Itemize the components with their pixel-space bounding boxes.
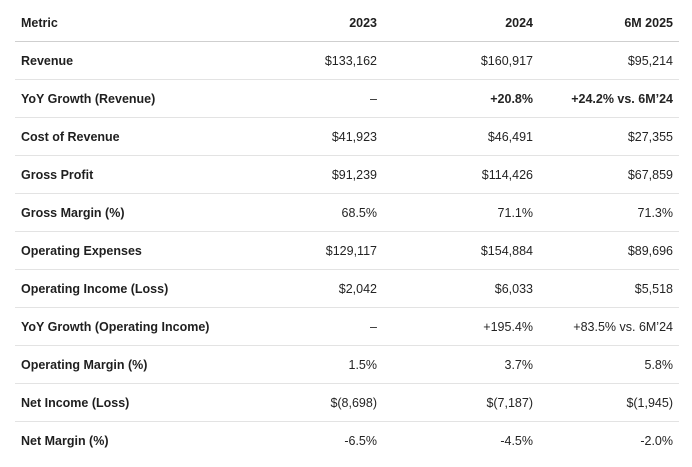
row-value-2023: – [233,79,383,118]
row-value-2024: -4.5% [500,433,533,448]
row-value-6m-2025: -2.0% [640,433,673,448]
header-2024: 2024 [383,5,539,42]
row-metric-label: Cost of Revenue [15,117,233,156]
row-value-2024: $6,033 [383,269,539,308]
row-value-2023: $129,117 [233,231,383,270]
row-metric-label: Operating Income (Loss) [15,269,233,308]
row-metric-label: YoY Growth (Revenue) [15,79,233,118]
row-value-2023: $91,239 [233,155,383,194]
row-value-6m-2025: $95,214 [539,41,679,80]
row-value-2023: $(8,698) [233,383,383,422]
row-metric-label: Net Margin (%) [21,433,109,448]
row-value-6m-2025: $(1,945) [539,383,679,422]
row-metric-label: Gross Margin (%) [15,193,233,232]
row-value-2023: $41,923 [233,117,383,156]
row-value-2024: $160,917 [383,41,539,80]
row-value-6m-2025: $89,696 [539,231,679,270]
header-metric: Metric [15,5,233,42]
row-value-6m-2025: 5.8% [539,345,679,384]
table-row: Operating Margin (%) 1.5% 3.7% 5.8% [15,345,679,384]
financial-table-container: Metric 2023 2024 6M 2025 Revenue $133,16… [15,5,679,459]
table-row: Cost of Revenue $41,923 $46,491 $27,355 [15,117,679,156]
row-value-2024: $114,426 [383,155,539,194]
header-6m-2025: 6M 2025 [539,5,679,42]
row-value-6m-2025: +24.2% vs. 6M’24 [539,79,679,118]
table-row: YoY Growth (Revenue) – +20.8% +24.2% vs.… [15,79,679,118]
table-body: Revenue $133,162 $160,917 $95,214 YoY Gr… [15,41,679,460]
table-row: Operating Income (Loss) $2,042 $6,033 $5… [15,269,679,308]
table-row: Operating Expenses $129,117 $154,884 $89… [15,231,679,270]
row-value-6m-2025: $27,355 [539,117,679,156]
row-value-2023: 1.5% [233,345,383,384]
row-value-2024: +195.4% [383,307,539,346]
table-row: Net Margin (%) -6.5% -4.5% -2.0% [15,422,679,460]
row-value-2023: -6.5% [344,433,377,448]
row-value-2024: +20.8% [383,79,539,118]
table-header: Metric 2023 2024 6M 2025 [15,5,679,42]
row-value-2024: 71.1% [383,193,539,232]
table-row: YoY Growth (Operating Income) – +195.4% … [15,307,679,346]
row-value-2023: $133,162 [233,41,383,80]
row-value-2023: $2,042 [233,269,383,308]
financial-metrics-table: Metric 2023 2024 6M 2025 Revenue $133,16… [15,5,679,459]
row-value-6m-2025: $67,859 [539,155,679,194]
row-value-2024: $154,884 [383,231,539,270]
row-metric-label: Revenue [15,41,233,80]
row-value-6m-2025: 71.3% [539,193,679,232]
row-value-2023: – [233,307,383,346]
table-row: Net Income (Loss) $(8,698) $(7,187) $(1,… [15,383,679,422]
row-metric-label: YoY Growth (Operating Income) [15,307,233,346]
table-row: Gross Profit $91,239 $114,426 $67,859 [15,155,679,194]
row-value-6m-2025: $5,518 [539,269,679,308]
table-row: Gross Margin (%) 68.5% 71.1% 71.3% [15,193,679,232]
row-value-6m-2025: +83.5% vs. 6M’24 [539,307,679,346]
row-value-2023: 68.5% [233,193,383,232]
table-row: Revenue $133,162 $160,917 $95,214 [15,41,679,80]
row-metric-label: Operating Margin (%) [15,345,233,384]
header-2023: 2023 [233,5,383,42]
header-row: Metric 2023 2024 6M 2025 [15,5,679,42]
row-metric-label: Gross Profit [15,155,233,194]
row-metric-label: Operating Expenses [15,231,233,270]
row-value-2024: $(7,187) [383,383,539,422]
row-metric-label: Net Income (Loss) [15,383,233,422]
row-value-2024: $46,491 [383,117,539,156]
row-value-2024: 3.7% [383,345,539,384]
